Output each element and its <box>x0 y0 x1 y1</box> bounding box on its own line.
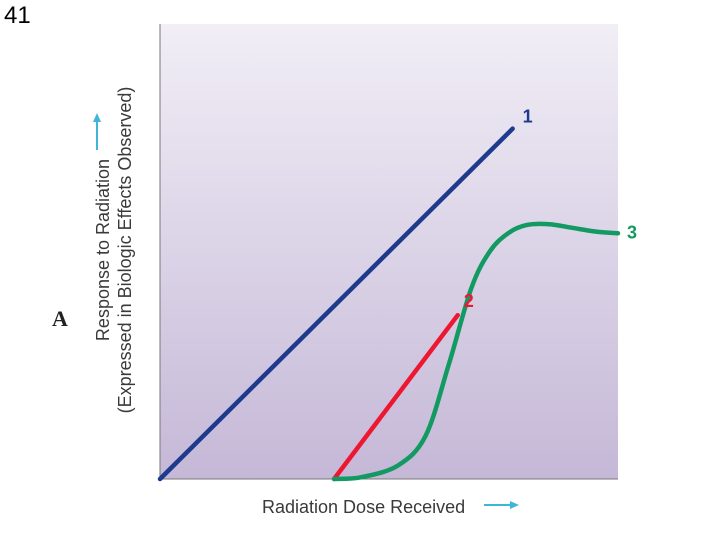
series-line-1 <box>157 126 515 482</box>
y-axis-label-line1: Response to Radiation <box>93 159 113 341</box>
y-axis-label-line2: (Expressed in Biologic Effects Observed) <box>115 87 135 414</box>
panel-letter: A <box>52 306 68 331</box>
y-axis-label: Response to Radiation (Expressed in Biol… <box>93 87 135 414</box>
y-axis-arrow <box>93 113 101 150</box>
x-axis-arrow <box>484 501 519 509</box>
series-line-3 <box>331 221 621 482</box>
series-label-2: 2 <box>464 291 474 311</box>
series-label-1: 1 <box>523 107 533 127</box>
series-label-3: 3 <box>627 222 637 242</box>
series-line-2 <box>331 312 460 482</box>
slide-number: 41 <box>4 2 31 29</box>
series-labels: 1 2 3 <box>464 107 637 312</box>
x-axis-label: Radiation Dose Received <box>262 497 465 517</box>
series-layer <box>157 126 621 482</box>
